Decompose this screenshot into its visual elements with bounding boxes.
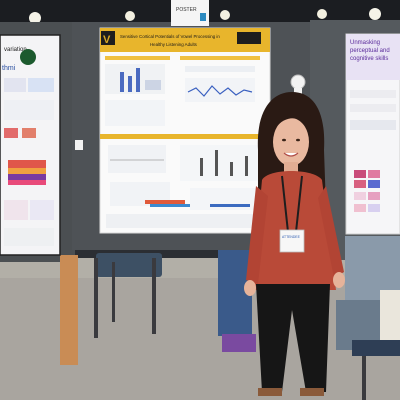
presenter: ATTENDEE: [244, 92, 345, 396]
results-band: [100, 134, 270, 139]
side-chair: [352, 340, 400, 400]
center-poster-title-line1: Sensitive Cortical Potentials of Vowel P…: [120, 34, 220, 39]
center-poster: V Sensitive Cortical Potentials of Vowel…: [99, 27, 271, 234]
jacket-on-chair: [336, 236, 400, 350]
board-tack: [75, 140, 83, 150]
board-sign: POSTER: [171, 0, 209, 26]
ceiling-lights: [29, 8, 381, 24]
right-poster: Unmasking perceptual and cognitive skill…: [345, 33, 400, 235]
left-poster-title: variation: [4, 47, 27, 53]
right-poster-title-line2: perceptual and: [350, 48, 390, 54]
center-poster-title-line2: Healthy Listening Adults: [150, 42, 198, 47]
name-badge-text: ATTENDEE: [282, 235, 301, 239]
right-poster-title-line3: cognitive skills: [350, 56, 388, 62]
left-poster-tag: thmi: [2, 65, 16, 72]
board-sign-text: POSTER: [176, 7, 197, 13]
university-logo: V: [103, 34, 111, 46]
folding-chair: [94, 253, 162, 338]
right-poster-title-line1: Unmasking: [350, 40, 380, 46]
name-badge: [279, 229, 305, 253]
left-poster: variation thmi: [0, 34, 61, 256]
board-leg: [60, 255, 78, 365]
